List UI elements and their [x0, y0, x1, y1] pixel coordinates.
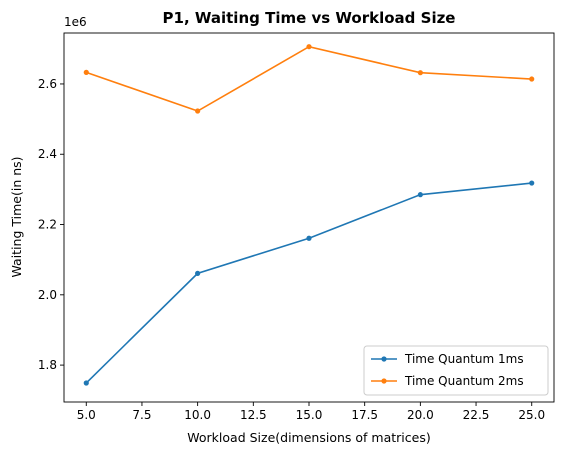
legend-marker — [381, 378, 387, 384]
data-point — [417, 70, 423, 76]
legend-label: Time Quantum 2ms — [404, 374, 524, 388]
y-offset-label: 1e6 — [64, 15, 87, 29]
x-tick-label: 10.0 — [184, 408, 211, 422]
y-tick-label: 2.0 — [38, 288, 57, 302]
data-point — [306, 44, 312, 50]
series-line-2 — [86, 45, 532, 112]
x-tick-label: 15.0 — [296, 408, 323, 422]
y-tick-label: 2.4 — [38, 147, 57, 161]
data-point — [195, 270, 201, 276]
y-tick-label: 2.2 — [38, 218, 57, 232]
data-point — [306, 235, 312, 241]
legend: Time Quantum 1ms Time Quantum 2ms — [363, 345, 549, 396]
legend-label: Time Quantum 1ms — [404, 352, 524, 366]
x-tick-label: 22.5 — [463, 408, 490, 422]
x-tick-label: 25.0 — [518, 408, 545, 422]
chart-title: P1, Waiting Time vs Workload Size — [163, 9, 456, 27]
y-tick-label: 2.6 — [38, 77, 57, 91]
x-tick-label: 5.0 — [77, 408, 96, 422]
data-point — [83, 69, 89, 75]
data-point — [195, 108, 201, 114]
y-tick-label: 1.8 — [38, 358, 57, 372]
x-axis-label: Workload Size(dimensions of matrices) — [187, 430, 430, 445]
y-axis-label: Waiting Time(in ns) — [9, 156, 24, 277]
series-lines — [83, 44, 535, 386]
data-point — [417, 192, 423, 198]
x-axis: 5.0 7.5 10.0 12.5 15.0 17.5 20.0 22.5 25.0 — [77, 402, 545, 422]
legend-box — [363, 345, 549, 396]
legend-marker — [381, 356, 387, 362]
x-tick-label: 17.5 — [351, 408, 378, 422]
x-tick-label: 12.5 — [240, 408, 267, 422]
data-point — [529, 76, 535, 82]
data-point — [83, 380, 89, 386]
data-point — [529, 180, 535, 186]
y-axis: 1.8 2.0 2.2 2.4 2.6 — [38, 77, 64, 372]
x-tick-label: 20.0 — [407, 408, 434, 422]
x-tick-label: 7.5 — [132, 408, 151, 422]
